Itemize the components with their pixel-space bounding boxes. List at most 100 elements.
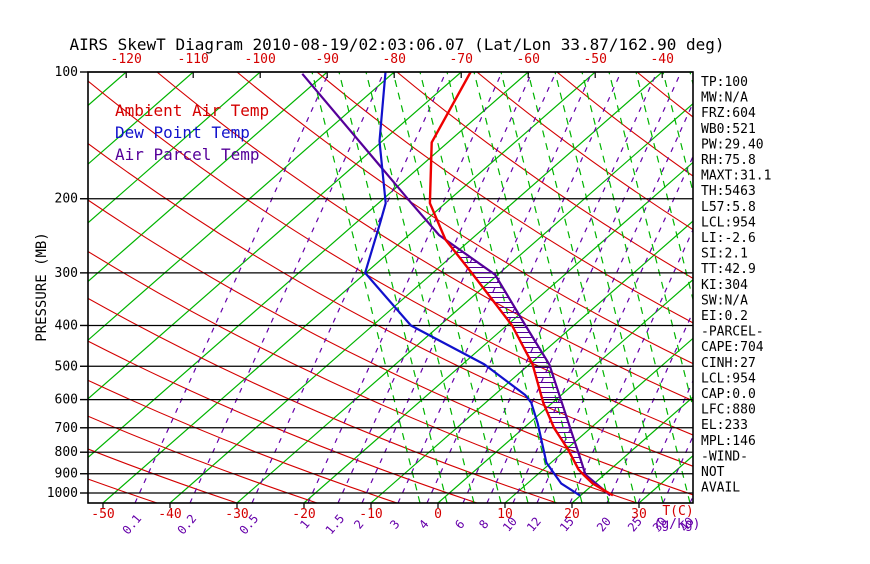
pressure-axis-labels: 100 200 300 400 500 600 700 800 900 1000 [47, 65, 78, 501]
isotherm-line [88, 72, 529, 459]
legend-ambient-air-temp: Ambient Air Temp [115, 101, 269, 120]
skewt-background-grid [0, 72, 693, 503]
mixing-ratio-label: 6 [452, 517, 467, 532]
stat-line: TH:5463 [701, 184, 756, 199]
stat-line: PW:29.40 [701, 137, 764, 152]
bottom-temp-label: 30 [631, 507, 647, 522]
moist-adiabat-line [527, 72, 637, 503]
dry-adiabat-line [88, 415, 318, 503]
stat-line: TT:42.9 [701, 262, 756, 277]
stat-line: CINH:27 [701, 356, 756, 371]
moist-adiabat-line [581, 72, 691, 503]
stat-line: AVAIL [701, 481, 740, 496]
isotherm-line [88, 72, 261, 224]
stat-line: SI:2.1 [701, 247, 748, 262]
mixing-ratio-line [307, 72, 503, 503]
bottom-temp-label: 0 [434, 507, 442, 522]
pressure-tick-label: 900 [55, 467, 78, 482]
isotherm-line [88, 72, 194, 165]
top-temp-label: -60 [516, 52, 539, 67]
mixing-ratio-line [134, 72, 330, 503]
moist-adiabat-line [311, 72, 421, 503]
stat-line: MPL:146 [701, 434, 756, 449]
moist-adiabat-line [392, 72, 502, 503]
stat-line: FRZ:604 [701, 106, 756, 121]
isotherm-line [303, 161, 693, 503]
pressure-axis-title: PRESSURE (MB) [34, 232, 50, 342]
stat-line: -PARCEL- [701, 325, 764, 340]
pressure-tick-label: 300 [55, 266, 78, 281]
dry-adiabat-line [88, 448, 238, 503]
dew-point-curve [364, 72, 581, 497]
parcel-temp-curve [301, 73, 611, 497]
stat-line: -WIND- [701, 449, 748, 464]
mixing-ratio-line [251, 72, 447, 503]
chart-title: AIRS SkewT Diagram 2010-08-19/02:03:06.0… [69, 35, 724, 54]
bottom-temp-label: 20 [564, 507, 580, 522]
mixing-ratio-label: 1.5 [323, 512, 348, 538]
stat-line: KI:304 [701, 278, 748, 293]
bottom-temp-label: 10 [497, 507, 513, 522]
dry-adiabat-line [88, 80, 693, 436]
pressure-tick-label: 1000 [47, 486, 78, 501]
top-temp-label: -120 [111, 52, 142, 67]
legend-dew-point-temp: Dew Point Temp [115, 123, 250, 142]
sounding-curves [301, 72, 614, 497]
top-temp-label: -110 [178, 52, 209, 67]
top-temp-label: -50 [583, 52, 606, 67]
top-temp-label: -40 [650, 52, 673, 67]
bottom-temp-label: -40 [158, 507, 181, 522]
pressure-tick-label: 500 [55, 359, 78, 374]
dry-adiabat-line [156, 72, 693, 402]
bottom-temp-axis-labels: -50 -40 -30 -20 -10 0 10 20 30 [91, 507, 647, 522]
dry-adiabat-line [88, 199, 693, 496]
isotherm-line [169, 72, 663, 503]
isotherm-line [504, 337, 693, 503]
isotherm-line [571, 396, 693, 503]
stat-line: CAP:0.0 [701, 387, 756, 402]
temp-unit-label: T(C) [662, 504, 693, 519]
pressure-tick-label: 100 [55, 65, 78, 80]
moist-adiabat-line [635, 72, 693, 302]
stat-line: LCL:954 [701, 215, 756, 230]
isotherm-line [88, 72, 328, 283]
isotherm-line [102, 72, 596, 503]
pressure-tick-label: 200 [55, 192, 78, 207]
ambient-temp-curve [428, 72, 614, 497]
stat-line: MW:N/A [701, 91, 748, 106]
mixing-ratio-line [606, 310, 693, 503]
dry-adiabat-line [316, 72, 693, 324]
stat-line: NOT [701, 465, 725, 480]
stat-line: LFC:880 [701, 403, 756, 418]
dry-adiabat-line [88, 142, 693, 467]
mixing-ratio-label: 0.1 [120, 512, 145, 538]
mixing-ratio-line [486, 72, 682, 503]
moist-adiabat-line [419, 72, 529, 503]
mixing-ratio-line [426, 72, 622, 503]
pressure-gridlines [88, 71, 693, 494]
bottom-temp-label: -10 [359, 507, 382, 522]
mixing-ratio-label: 3 [387, 517, 402, 532]
pressure-tick-label: 700 [55, 421, 78, 436]
pressure-tick-label: 400 [55, 318, 78, 333]
moist-adiabat-line [473, 72, 583, 503]
dry-adiabat-line [88, 340, 478, 503]
axis-ticks [80, 71, 663, 508]
mixing-ratio-line [462, 72, 658, 503]
isotherm-line [88, 72, 127, 107]
isotherm-line [0, 72, 59, 503]
mixing-ratio-line [512, 101, 693, 503]
mixing-ratio-line [637, 379, 693, 503]
mixing-ratio-line [337, 72, 533, 503]
stat-line: RH:75.8 [701, 153, 756, 168]
mixing-ratio-label: 8 [476, 517, 491, 532]
moist-adiabat-line [338, 72, 448, 503]
mixing-ratio-line [569, 228, 693, 503]
top-temp-label: -100 [245, 52, 276, 67]
isotherm-line [437, 278, 693, 503]
stat-line: LCL:954 [701, 371, 756, 386]
bottom-temp-label: -20 [292, 507, 315, 522]
stat-line: L57:5.8 [701, 200, 756, 215]
mixing-ratio-label: 20 [594, 514, 614, 534]
